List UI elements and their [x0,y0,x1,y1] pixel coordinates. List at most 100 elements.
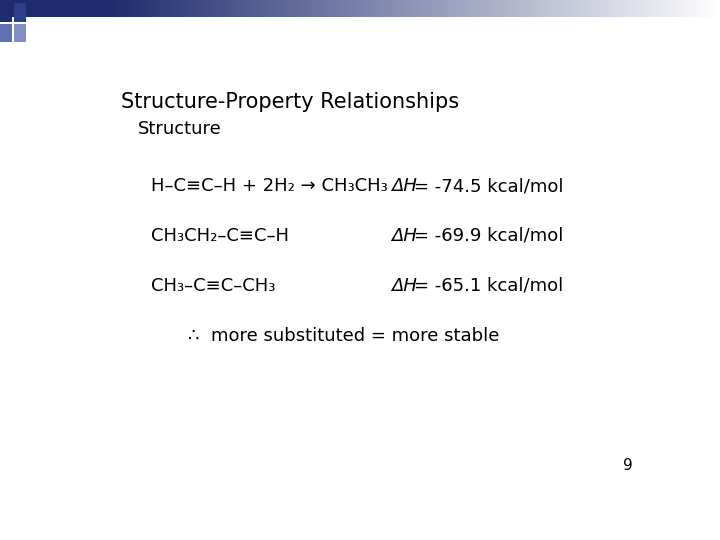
Text: H–C≡C–H + 2H₂ → CH₃CH₃: H–C≡C–H + 2H₂ → CH₃CH₃ [151,177,388,195]
Bar [185,0,187,17]
Bar [423,0,425,17]
Bar [631,0,634,17]
Bar [233,0,235,17]
Bar [67,0,70,17]
Bar [463,0,466,17]
Bar [197,0,199,17]
Bar [531,0,533,17]
Bar [297,0,300,17]
Bar [588,0,590,17]
Bar [567,0,569,17]
Bar [0,3,12,22]
Bar [171,0,173,17]
Bar [161,0,163,17]
Bar [603,0,605,17]
Bar [372,0,374,17]
Bar [0,24,12,42]
Bar [473,0,475,17]
Bar [396,0,398,17]
Bar [425,0,427,17]
Bar [271,0,274,17]
Bar [312,0,315,17]
Bar [466,0,468,17]
Bar [648,0,650,17]
Bar [315,0,317,17]
Bar [81,0,84,17]
Bar [221,0,223,17]
Bar [173,0,175,17]
Bar [254,0,257,17]
Bar [509,0,511,17]
Bar [113,0,115,17]
Bar [163,0,166,17]
Bar [317,0,319,17]
Text: ΔH: ΔH [392,177,417,195]
Bar [89,0,91,17]
Bar [679,0,682,17]
Bar [617,0,619,17]
Bar [610,0,612,17]
Bar [158,0,161,17]
Bar [94,0,96,17]
Bar [691,0,693,17]
Bar [84,0,86,17]
Bar [480,0,482,17]
Bar [58,0,60,17]
Bar [79,0,81,17]
Bar [2,0,5,17]
Bar [636,0,639,17]
Bar [672,0,675,17]
Bar [430,0,432,17]
Bar [307,0,310,17]
Bar [715,0,718,17]
Bar [12,0,14,17]
Bar [96,0,99,17]
Bar [209,0,211,17]
Bar [310,0,312,17]
Bar [125,0,127,17]
Bar [207,0,209,17]
Bar [279,0,281,17]
Bar [459,0,461,17]
Bar [146,0,149,17]
Bar [362,0,365,17]
Bar [225,0,228,17]
Bar [689,0,691,17]
Bar [238,0,240,17]
Bar [718,0,720,17]
Bar [384,0,387,17]
Bar [641,0,643,17]
Bar [353,0,355,17]
Bar [132,0,135,17]
Bar [475,0,477,17]
Bar [398,0,401,17]
Bar [374,0,377,17]
Bar [115,0,117,17]
Bar [187,0,189,17]
Bar [490,0,492,17]
Bar [108,0,110,17]
Bar [250,0,252,17]
Bar [149,0,151,17]
Bar [667,0,670,17]
Bar [559,0,562,17]
Bar [593,0,595,17]
Text: ΔH: ΔH [392,277,417,295]
Bar [523,0,526,17]
Bar [288,0,290,17]
Bar [72,0,74,17]
Bar [168,0,171,17]
Bar [607,0,610,17]
Bar [180,0,182,17]
Bar [665,0,667,17]
Bar [470,0,473,17]
Bar [247,0,250,17]
Bar [629,0,631,17]
Bar [106,0,108,17]
Bar [36,0,38,17]
Bar [391,0,394,17]
Bar [420,0,423,17]
Bar [557,0,559,17]
Bar [14,3,26,22]
Bar [451,0,454,17]
